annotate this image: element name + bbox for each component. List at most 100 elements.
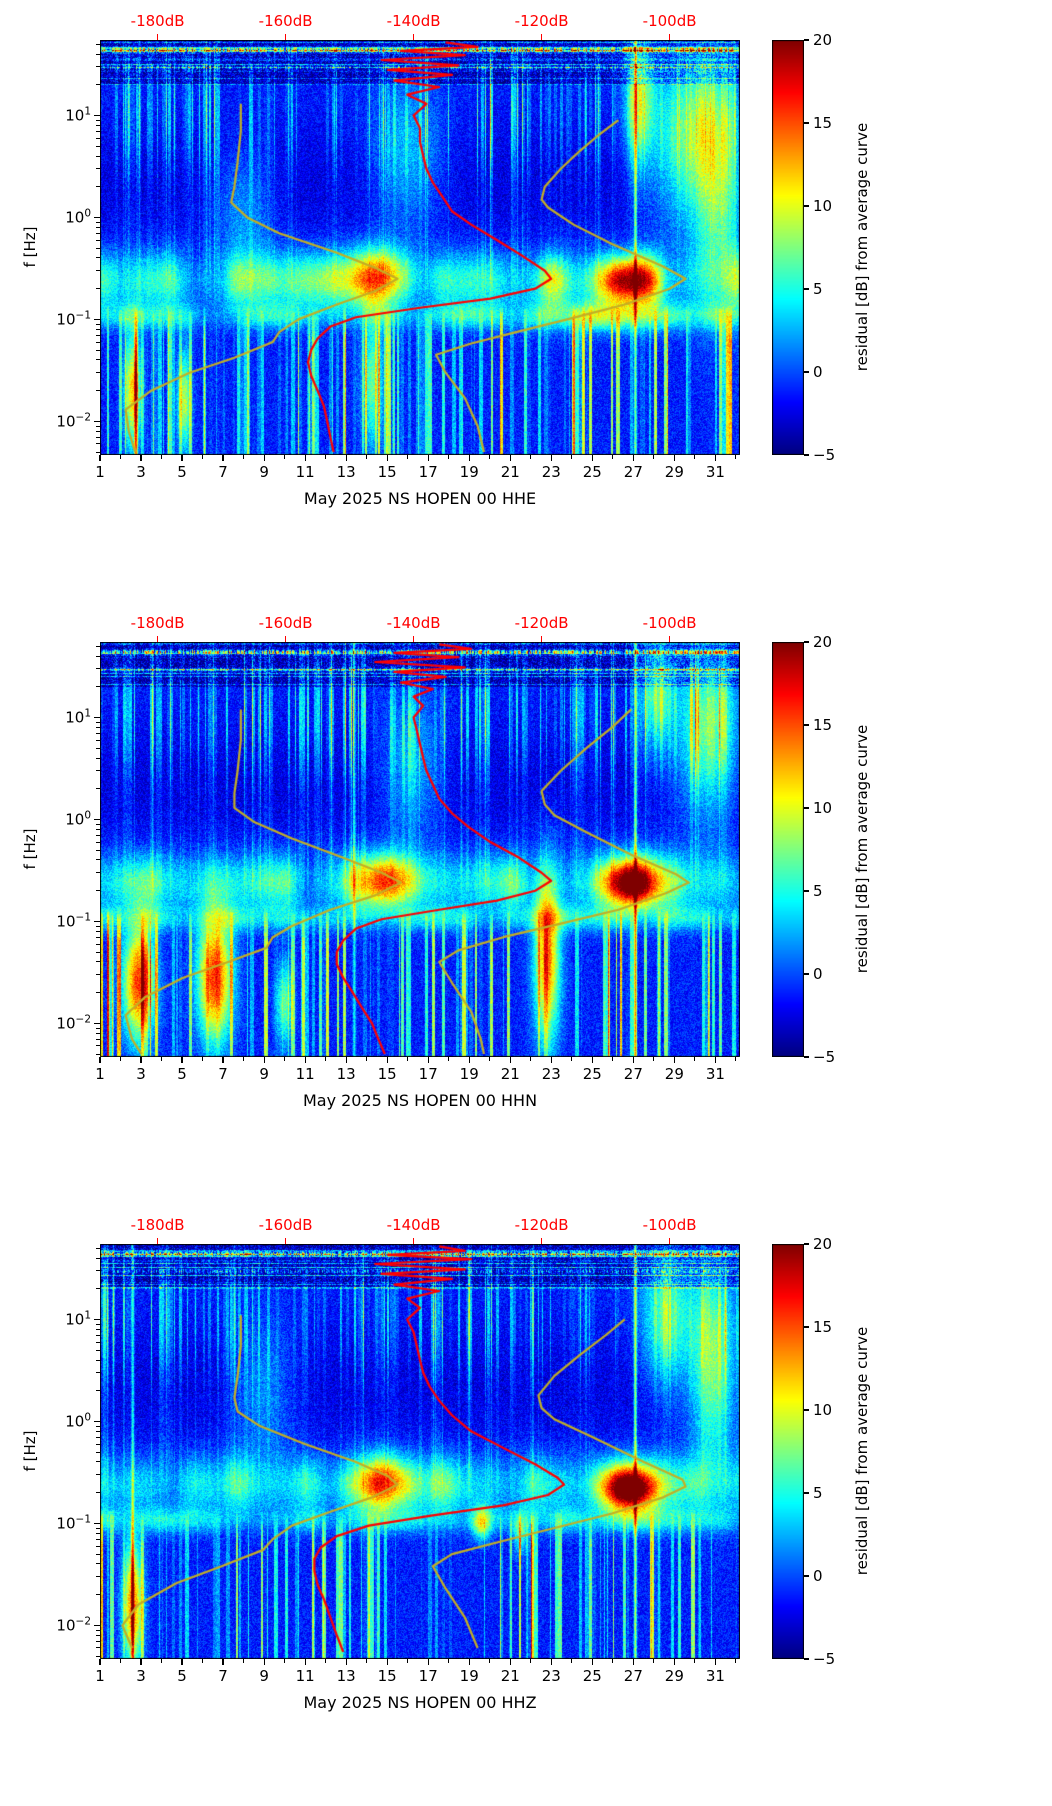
y-tick-label: 101: [65, 105, 91, 125]
y-minor-tick: [96, 936, 100, 938]
x-tick: [386, 1057, 388, 1063]
x-axis-title: May 2025 NS HOPEN 00 HHZ: [303, 1693, 537, 1712]
x-minor-tick: [694, 1057, 696, 1061]
y-minor-tick: [96, 1328, 100, 1330]
x-minor-tick: [530, 1659, 532, 1663]
colorbar-label: residual [dB] from average curve: [853, 724, 871, 974]
x-tick: [304, 1659, 306, 1665]
x-tick: [591, 455, 593, 461]
y-minor-tick: [96, 145, 100, 147]
colorbar-tick-label: 10: [813, 197, 833, 215]
x-minor-tick: [448, 1057, 450, 1061]
colorbar-tick: [804, 288, 809, 290]
y-minor-tick: [96, 288, 100, 290]
x-minor-tick: [489, 455, 491, 459]
y-tick: [94, 114, 100, 117]
colorbar-tick: [804, 1658, 809, 1660]
x-tick: [591, 1659, 593, 1665]
x-tick-label: 11: [295, 463, 315, 481]
colorbar-tick: [804, 973, 809, 975]
y-minor-tick: [96, 872, 100, 874]
x-minor-tick: [735, 455, 737, 459]
top-axis-tick-label: -120dB: [514, 12, 569, 30]
x-tick: [181, 455, 183, 461]
y-minor-tick: [96, 43, 100, 45]
y-minor-tick: [96, 430, 100, 432]
x-tick: [550, 1659, 552, 1665]
y-minor-tick: [96, 1390, 100, 1392]
y-minor-tick: [96, 130, 100, 132]
x-tick: [632, 1659, 634, 1665]
y-minor-tick: [96, 1629, 100, 1631]
x-tick-label: 29: [664, 463, 684, 481]
colorbar-tick-label: 20: [813, 633, 833, 651]
x-tick-label: 1: [95, 463, 105, 481]
x-minor-tick: [407, 1057, 409, 1061]
top-axis-tick-label: -140dB: [386, 1216, 441, 1234]
y-minor-tick: [96, 155, 100, 157]
top-axis-tick: [669, 1238, 671, 1244]
y-minor-tick: [96, 788, 100, 790]
x-tick: [591, 1057, 593, 1063]
x-tick: [632, 455, 634, 461]
x-tick-label: 15: [377, 1065, 397, 1083]
x-tick: [140, 1659, 142, 1665]
x-tick: [468, 1659, 470, 1665]
y-minor-tick: [96, 328, 100, 330]
y-minor-tick: [96, 770, 100, 772]
x-minor-tick: [120, 455, 121, 459]
y-minor-tick: [96, 1532, 100, 1534]
colorbar-tick: [804, 724, 809, 726]
x-tick: [181, 1659, 183, 1665]
x-minor-tick: [530, 455, 532, 459]
y-minor-tick: [96, 1451, 100, 1453]
y-minor-tick: [96, 1461, 100, 1463]
colorbar-tick-label: 0: [813, 1567, 823, 1585]
y-axis-label: f [Hz]: [21, 226, 39, 268]
x-tick: [427, 1659, 429, 1665]
x-tick-label: 9: [259, 1065, 269, 1083]
x-tick-label: 1: [95, 1065, 105, 1083]
y-minor-tick: [96, 1443, 100, 1445]
x-tick: [386, 1659, 388, 1665]
x-minor-tick: [243, 1659, 245, 1663]
y-tick-label: 101: [65, 1309, 91, 1329]
top-axis-tick-label: -140dB: [386, 12, 441, 30]
spectrogram-canvas: [100, 642, 740, 1057]
x-tick-label: 11: [295, 1667, 315, 1685]
y-minor-tick: [96, 226, 100, 228]
x-tick-label: 1: [95, 1667, 105, 1685]
top-axis-tick: [413, 34, 415, 40]
y-minor-tick: [96, 1027, 100, 1029]
x-tick: [222, 1057, 224, 1063]
x-minor-tick: [243, 1057, 245, 1061]
x-tick: [427, 1057, 429, 1063]
y-tick: [94, 216, 100, 218]
x-minor-tick: [448, 455, 450, 459]
y-minor-tick: [96, 841, 100, 843]
x-tick-label: 3: [136, 463, 146, 481]
y-minor-tick: [96, 930, 100, 932]
y-minor-tick: [96, 1334, 100, 1336]
y-minor-tick: [96, 270, 100, 272]
x-minor-tick: [530, 1057, 532, 1061]
y-minor-tick: [96, 239, 100, 241]
y-minor-tick: [96, 334, 100, 336]
x-tick: [509, 1659, 511, 1665]
x-tick-label: 25: [582, 1065, 602, 1083]
x-tick-label: 25: [582, 1667, 602, 1685]
x-tick: [673, 1659, 675, 1665]
x-tick: [140, 455, 142, 461]
x-minor-tick: [612, 1659, 614, 1663]
top-axis-tick-label: -160dB: [258, 614, 313, 632]
colorbar-tick-label: 5: [813, 280, 823, 298]
y-minor-tick: [96, 390, 100, 392]
y-minor-tick: [96, 1288, 100, 1290]
colorbar-tick-label: 15: [813, 1318, 833, 1336]
y-minor-tick: [96, 425, 100, 427]
x-axis-title: May 2025 NS HOPEN 00 HHN: [302, 1091, 538, 1110]
x-minor-tick: [735, 1057, 737, 1061]
y-minor-tick: [96, 119, 100, 121]
colorbar-tick-label: 15: [813, 114, 833, 132]
y-tick: [94, 716, 100, 719]
